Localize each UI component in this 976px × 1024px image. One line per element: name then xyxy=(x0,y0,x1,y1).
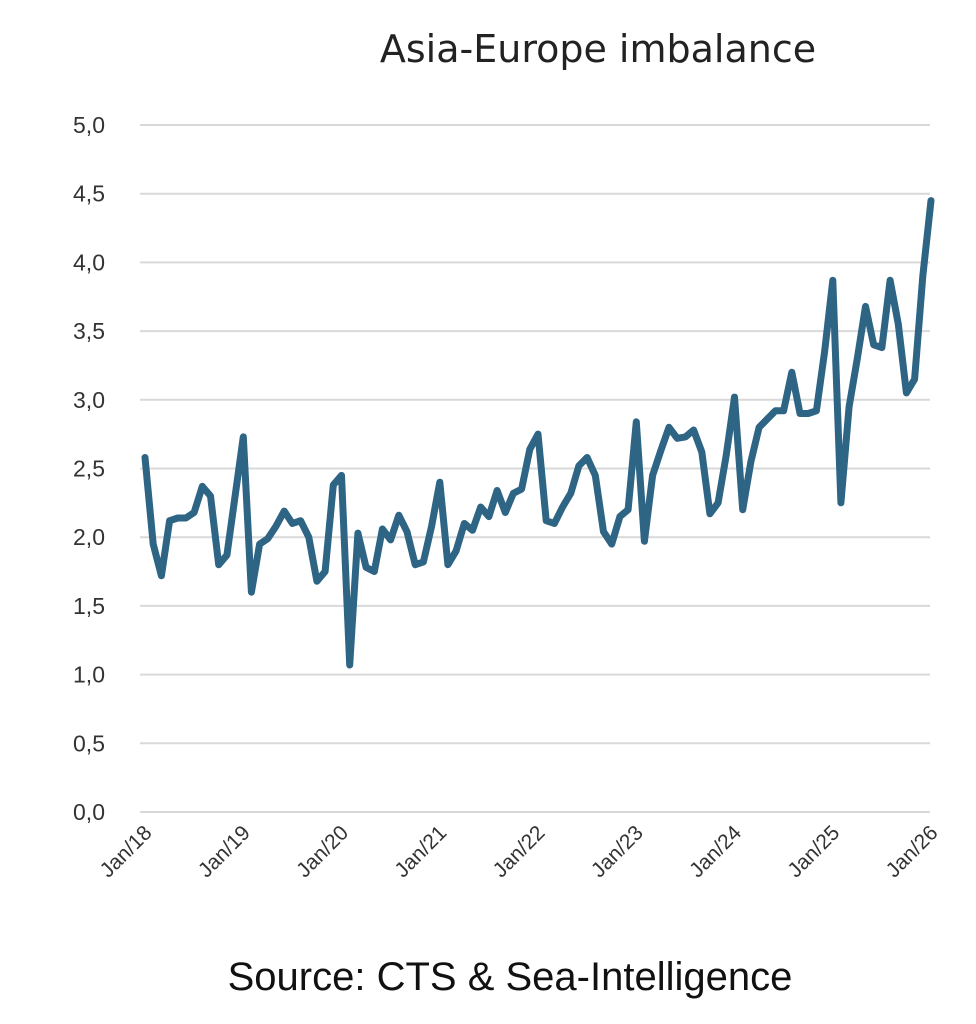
series-layer xyxy=(141,197,935,669)
y-tick-label: 4,5 xyxy=(73,181,105,207)
y-tick-label: 1,0 xyxy=(73,662,105,688)
x-tick-label: Jan/20 xyxy=(292,821,353,882)
y-tick-label: 3,5 xyxy=(73,318,105,344)
series-line xyxy=(141,197,935,669)
y-tick-label: 0,0 xyxy=(73,799,105,825)
y-tick-label: 2,0 xyxy=(73,524,105,550)
chart-title: Asia-Europe imbalance xyxy=(380,27,816,71)
x-tick-label: Jan/21 xyxy=(390,821,451,882)
x-tick-label: Jan/18 xyxy=(96,821,157,882)
y-tick-label: 0,5 xyxy=(73,730,105,756)
x-tick-label: Jan/24 xyxy=(685,821,746,882)
x-tick-label: Jan/22 xyxy=(489,821,550,882)
grid xyxy=(140,124,930,813)
y-axis-ticks: 0,0 0,5 1,0 1,5 2,0 2,5 3,0 3,5 4,0 4,5 5,0 xyxy=(73,112,105,825)
x-tick-label: Jan/19 xyxy=(194,821,255,882)
y-tick-label: 5,0 xyxy=(73,112,105,138)
x-tick-label: Jan/25 xyxy=(783,821,844,882)
source-note: Source: CTS & Sea-Intelligence xyxy=(228,955,793,999)
y-tick-label: 3,0 xyxy=(73,387,105,413)
x-tick-label: Jan/26 xyxy=(882,821,943,882)
y-tick-label: 1,5 xyxy=(73,593,105,619)
y-tick-label: 4,0 xyxy=(73,249,105,275)
y-tick-label: 2,5 xyxy=(73,456,105,482)
x-tick-label: Jan/23 xyxy=(587,821,648,882)
x-axis-ticks: Jan/18 Jan/19 Jan/20 Jan/21 Jan/22 Jan/23 Jan/… xyxy=(96,821,943,882)
